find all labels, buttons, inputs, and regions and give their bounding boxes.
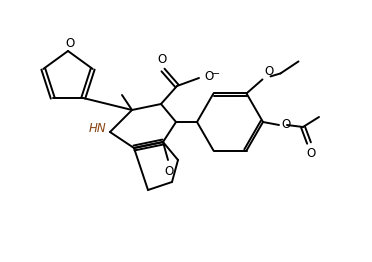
Text: O: O <box>164 165 174 178</box>
Text: −: − <box>212 69 220 79</box>
Text: O: O <box>307 147 315 160</box>
Text: O: O <box>157 53 167 66</box>
Text: HN: HN <box>89 123 106 135</box>
Text: O: O <box>65 37 75 50</box>
Text: O: O <box>264 66 274 78</box>
Text: O: O <box>204 70 213 84</box>
Text: O: O <box>281 118 290 132</box>
